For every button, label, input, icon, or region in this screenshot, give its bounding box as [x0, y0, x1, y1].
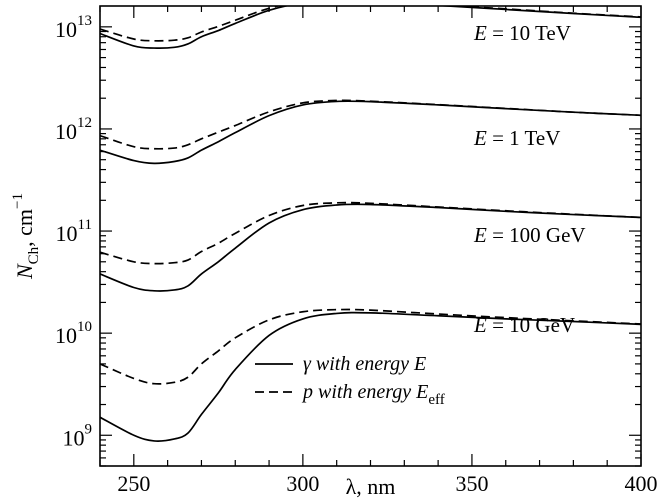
- energy-label-var: E: [473, 126, 487, 150]
- gamma-curve-2: [100, 203, 641, 292]
- y-tick-label: 1011: [56, 217, 92, 246]
- gamma-curve-0: [100, 6, 641, 49]
- y-tick-exponent: 9: [85, 421, 93, 437]
- y-tick-base: 10: [56, 221, 78, 246]
- x-axis-label: λ, nm: [346, 474, 396, 499]
- x-tick-label: 250: [117, 471, 150, 496]
- legend-symbol: p: [301, 381, 313, 403]
- x-tick-label: 400: [625, 471, 658, 496]
- y-tick-base: 10: [55, 17, 77, 42]
- energy-label-var: E: [473, 313, 487, 337]
- energy-label-var: E: [473, 21, 487, 45]
- y-label-sub: Ch: [26, 246, 42, 264]
- energy-label: E = 1 TeV: [473, 126, 560, 150]
- y-tick-exponent: 10: [77, 319, 92, 335]
- energy-label-value: = 10 GeV: [487, 313, 575, 337]
- y-tick-label: 109: [63, 421, 93, 450]
- y-tick-exponent: 12: [77, 115, 92, 131]
- y-label-base: N: [12, 263, 37, 280]
- y-tick-label: 1012: [55, 115, 92, 144]
- legend-entry: p with energy Eeff: [301, 381, 445, 408]
- energy-label-value: = 10 TeV: [487, 21, 571, 45]
- axis-labels: λ, nm NCh, cm−1: [10, 193, 395, 499]
- series-lines: [100, 6, 641, 442]
- y-tick-label: 1013: [55, 13, 92, 42]
- y-label-unit: , cm: [12, 209, 37, 247]
- energy-label-value: = 1 TeV: [487, 126, 561, 150]
- legend-var: E: [413, 353, 426, 375]
- legend-subscript: eff: [428, 392, 444, 408]
- energy-label: E = 100 GeV: [473, 223, 586, 247]
- gamma-curve-1: [100, 100, 641, 165]
- energy-label: E = 10 GeV: [473, 313, 575, 337]
- energy-label-var: E: [473, 223, 487, 247]
- x-tick-label: 350: [455, 471, 488, 496]
- y-tick-base: 10: [55, 323, 77, 348]
- legend-text: with energy: [311, 353, 414, 375]
- x-tick-label: 300: [286, 471, 319, 496]
- y-tick-label: 1010: [55, 319, 92, 348]
- y-tick-base: 10: [63, 425, 85, 450]
- y-tick-exponent: 13: [77, 13, 92, 29]
- energy-label-value: = 100 GeV: [487, 223, 586, 247]
- y-tick-base: 10: [55, 119, 77, 144]
- legend-symbol: γ: [303, 353, 312, 375]
- energy-label: E = 10 TeV: [473, 21, 571, 45]
- proton-curve-3: [100, 308, 641, 385]
- legend-entry: γ with energy E: [303, 353, 426, 375]
- y-tick-exponent: 11: [78, 217, 92, 233]
- legend-var: E: [415, 381, 428, 403]
- legend: γ with energy Ep with energy Eeff: [255, 353, 445, 408]
- y-axis-label: NCh, cm−1: [10, 193, 42, 280]
- gamma-curve-3: [100, 311, 641, 442]
- y-label-exponent: −1: [10, 193, 26, 209]
- legend-text: with energy: [313, 381, 416, 403]
